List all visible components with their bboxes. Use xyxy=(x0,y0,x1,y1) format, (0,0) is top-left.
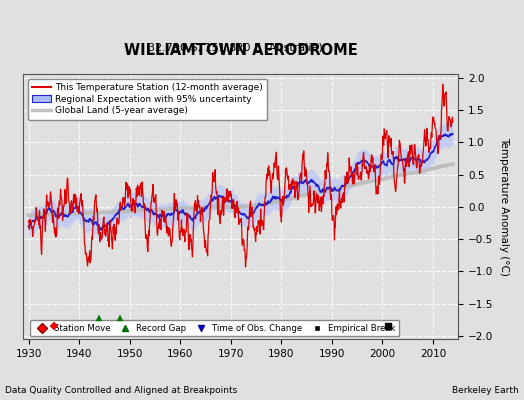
Text: 32.790 S, 151.820 E (Australia): 32.790 S, 151.820 E (Australia) xyxy=(148,42,323,52)
Legend: Station Move, Record Gap, Time of Obs. Change, Empirical Break: Station Move, Record Gap, Time of Obs. C… xyxy=(30,320,399,336)
Text: Data Quality Controlled and Aligned at Breakpoints: Data Quality Controlled and Aligned at B… xyxy=(5,386,237,395)
Title: WILLIAMTOWN AERODROME: WILLIAMTOWN AERODROME xyxy=(124,43,358,58)
Y-axis label: Temperature Anomaly (°C): Temperature Anomaly (°C) xyxy=(499,138,509,276)
Text: Berkeley Earth: Berkeley Earth xyxy=(452,386,519,395)
